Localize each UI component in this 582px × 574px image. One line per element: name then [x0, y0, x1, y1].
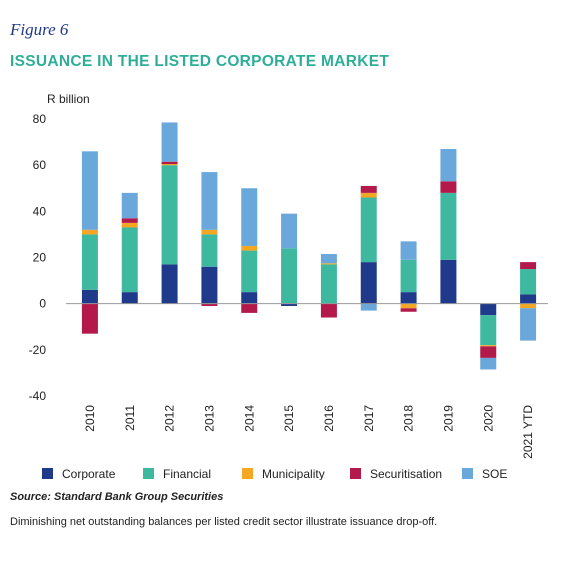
y-tick-label: 60: [33, 158, 47, 172]
bar-segment-financial: [480, 315, 497, 346]
bar-segment-corporate: [480, 303, 497, 316]
bar-segment-municipality: [400, 303, 417, 309]
bar-segment-soe: [81, 151, 98, 230]
legend-swatch-municipality: [242, 468, 253, 479]
bar-segment-financial: [320, 264, 337, 304]
bar-segment-soe: [320, 254, 337, 264]
bar-segment-corporate: [241, 292, 258, 304]
x-tick-label: 2012: [163, 405, 177, 432]
legend-swatch-securitisation: [350, 468, 361, 479]
bar-segment-soe: [161, 122, 178, 162]
bar-segment-soe: [121, 192, 138, 219]
bar-segment-financial: [360, 197, 377, 263]
figure-title: ISSUANCE IN THE LISTED CORPORATE MARKET: [10, 53, 390, 70]
bar-segment-corporate: [201, 266, 218, 304]
legend-label-securitisation: Securitisation: [370, 467, 442, 480]
bar-segment-corporate: [440, 259, 457, 304]
x-tick-label: 2021 YTD: [521, 405, 535, 459]
legend-swatch-corporate: [42, 468, 53, 479]
bar-segment-municipality: [161, 164, 178, 166]
x-tick-label: 2018: [402, 405, 416, 432]
bar-segment-corporate: [520, 294, 537, 304]
bar-segment-securitisation: [81, 303, 98, 334]
x-tick-label: 2017: [362, 405, 376, 432]
bar-segment-securitisation: [520, 262, 537, 270]
bar-segment-corporate: [81, 289, 98, 304]
x-tick-label: 2011: [123, 405, 137, 431]
bar-segment-soe: [480, 357, 497, 370]
bar-segment-securitisation: [121, 218, 138, 223]
x-tick-label: 2019: [441, 405, 455, 432]
figure-label: Figure 6: [10, 20, 69, 39]
bar-segment-securitisation: [360, 185, 377, 193]
bar-segment-soe: [281, 213, 298, 249]
bar-segment-financial: [241, 250, 258, 293]
bar-segment-financial: [81, 234, 98, 290]
legend-label-corporate: Corporate: [62, 467, 116, 480]
bar-segment-municipality: [81, 229, 98, 235]
legend-swatch-soe: [462, 468, 473, 479]
bar-segment-financial: [281, 248, 298, 304]
bar-segment-corporate: [121, 292, 138, 304]
bar-segment-soe: [520, 308, 537, 341]
x-tick-label: 2010: [83, 405, 97, 432]
bar-segment-soe: [241, 188, 258, 246]
bar-segment-corporate: [281, 303, 298, 306]
figure-caption: Diminishing net outstanding balances per…: [10, 516, 438, 528]
legend-label-municipality: Municipality: [262, 467, 325, 480]
bar-segment-corporate: [360, 262, 377, 304]
y-tick-label: 80: [33, 112, 47, 126]
bar-segment-financial: [520, 269, 537, 295]
stacked-bar-chart: R billion -40 -20 0 20 40 60 80 2010 2011 2012 20…: [29, 92, 548, 480]
y-tick-label: -40: [29, 389, 47, 403]
bar-segment-financial: [201, 234, 218, 267]
bar-segment-corporate: [161, 264, 178, 304]
legend-swatch-financial: [143, 468, 154, 479]
bar-segment-securitisation: [480, 346, 497, 358]
bar-segment-municipality: [520, 303, 537, 309]
bar-segment-municipality: [201, 229, 218, 235]
x-tick-label: 2020: [481, 405, 495, 432]
bar-segment-securitisation: [201, 303, 218, 306]
bar-segment-municipality: [121, 222, 138, 228]
legend-label-soe: SOE: [482, 467, 507, 480]
bar-segment-soe: [360, 303, 377, 311]
bar-segment-municipality: [480, 345, 497, 347]
bar-segment-financial: [121, 227, 138, 293]
bar-segment-municipality: [241, 245, 258, 251]
bar-segment-securitisation: [320, 303, 337, 318]
legend-label-financial: Financial: [163, 467, 211, 480]
bar-segment-financial: [440, 192, 457, 260]
x-tick-label: 2016: [322, 405, 336, 432]
y-tick-label: 0: [39, 297, 46, 311]
y-axis-label: R billion: [47, 92, 90, 106]
y-tick-label: 20: [33, 251, 47, 265]
bar-segment-soe: [201, 172, 218, 230]
x-tick-label: 2015: [282, 405, 296, 432]
bar-segment-securitisation: [440, 181, 457, 193]
y-tick-label: -20: [29, 343, 47, 357]
bar-segment-municipality: [320, 263, 337, 265]
bar-segment-securitisation: [161, 161, 178, 165]
bar-segment-financial: [161, 165, 178, 265]
bar-segment-corporate: [400, 292, 417, 304]
bar-segment-securitisation: [241, 303, 258, 313]
bar-segment-financial: [400, 259, 417, 293]
bar-segment-soe: [440, 149, 457, 182]
bar-segment-soe: [400, 241, 417, 260]
source-note: Source: Standard Bank Group Securities: [10, 491, 224, 503]
x-tick-label: 2013: [202, 405, 216, 432]
x-tick-label: 2014: [242, 405, 256, 432]
bar-segment-municipality: [360, 192, 377, 198]
y-tick-label: 40: [33, 204, 47, 218]
bar-segment-securitisation: [400, 308, 417, 312]
